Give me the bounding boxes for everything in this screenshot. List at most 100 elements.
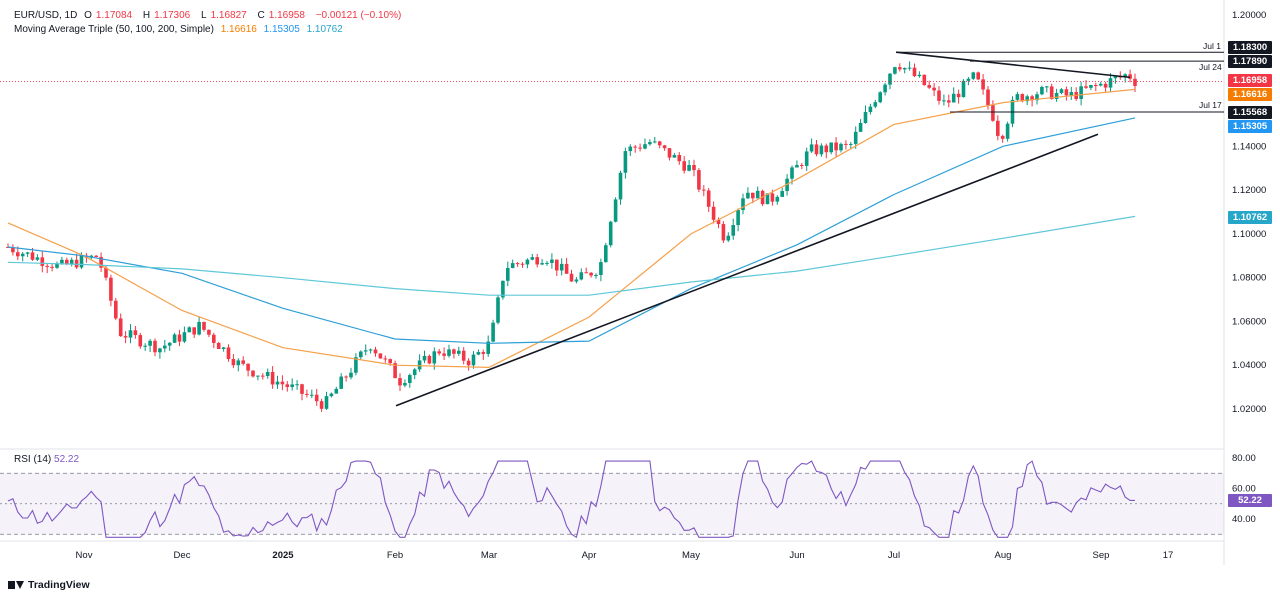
annot-jul17: Jul 17 bbox=[1199, 100, 1222, 110]
candle-body bbox=[1025, 96, 1029, 102]
candle-body bbox=[1103, 83, 1108, 88]
candle-body bbox=[265, 372, 270, 376]
candle-body bbox=[11, 247, 15, 253]
low-label: L 1.16827 bbox=[201, 10, 247, 21]
candle-body bbox=[863, 112, 868, 124]
candle-body bbox=[339, 376, 343, 389]
moving-averages bbox=[7, 88, 1136, 369]
candle-body bbox=[104, 267, 108, 278]
candle-body bbox=[363, 350, 368, 352]
candle-body bbox=[506, 267, 510, 281]
candle-body bbox=[937, 90, 941, 101]
candle-body bbox=[736, 210, 740, 226]
legend-ohlc: EUR/USD, 1D O 1.17084 H 1.17306 L 1.16827 C… bbox=[14, 10, 405, 21]
candle-body bbox=[1059, 89, 1064, 93]
time-tick-label: 2025 bbox=[272, 550, 294, 561]
candle-body bbox=[501, 280, 505, 298]
candle-body bbox=[1128, 74, 1132, 79]
candle-body bbox=[1064, 89, 1069, 96]
candle-body bbox=[589, 272, 593, 276]
candle-body bbox=[961, 80, 966, 98]
open-value: 1.17084 bbox=[95, 10, 133, 21]
candle-body bbox=[447, 349, 451, 356]
candle-body bbox=[657, 141, 662, 146]
price-tick-label: 1.14000 bbox=[1232, 141, 1266, 152]
candle-body bbox=[613, 199, 618, 222]
candle-body bbox=[79, 255, 84, 268]
ma-line-1 bbox=[7, 88, 1136, 369]
candle-body bbox=[300, 384, 304, 394]
candle-body bbox=[246, 363, 250, 371]
candle-body bbox=[604, 245, 608, 263]
candle-body bbox=[932, 87, 936, 91]
candle-body bbox=[765, 193, 770, 205]
candle-body bbox=[853, 131, 858, 144]
candle-body bbox=[388, 359, 392, 364]
symbol-label[interactable]: EUR/USD, 1D bbox=[14, 10, 78, 21]
candle-body bbox=[947, 100, 951, 103]
candle-body bbox=[187, 327, 192, 333]
candle-body bbox=[50, 266, 54, 268]
candle-body bbox=[1084, 86, 1088, 88]
candle-body bbox=[883, 84, 887, 93]
candle-body bbox=[951, 93, 956, 103]
candle-body bbox=[471, 354, 476, 366]
candle-body bbox=[667, 148, 672, 158]
legend-rsi: RSI (14) 52.22 bbox=[14, 454, 79, 465]
candle-body bbox=[236, 360, 241, 366]
candle-body bbox=[927, 85, 931, 88]
candle-body bbox=[275, 381, 280, 385]
change-value: −0.00121 (−0.10%) bbox=[315, 10, 402, 21]
candle-body bbox=[981, 79, 985, 90]
price-tag: 1.15568 bbox=[1228, 106, 1272, 119]
ma100-value: 1.15305 bbox=[263, 24, 300, 35]
candle-body bbox=[466, 360, 471, 366]
candle-body bbox=[535, 257, 539, 265]
candle-body bbox=[942, 100, 946, 102]
trend-lines bbox=[0, 51, 1224, 407]
candle-body bbox=[212, 334, 216, 343]
candle-body bbox=[1054, 92, 1059, 99]
candle-body bbox=[618, 172, 623, 200]
candle-body bbox=[285, 384, 290, 388]
rsi-title[interactable]: RSI (14) bbox=[14, 454, 52, 465]
candle-body bbox=[20, 253, 25, 257]
candle-body bbox=[163, 345, 167, 349]
candle-body bbox=[334, 388, 339, 394]
candle-body bbox=[172, 334, 177, 343]
price-tag: 1.16958 bbox=[1228, 74, 1272, 87]
candle-body bbox=[1040, 86, 1044, 95]
candle-body bbox=[986, 89, 990, 106]
candle-body bbox=[1049, 86, 1054, 99]
candle-body bbox=[888, 73, 892, 85]
candle-body bbox=[829, 142, 833, 153]
candle-body bbox=[917, 74, 922, 77]
candle-body bbox=[133, 330, 138, 336]
candle-body bbox=[662, 145, 667, 149]
candle-body bbox=[310, 394, 314, 396]
open-label: O 1.17084 bbox=[84, 10, 133, 21]
candle-body bbox=[741, 198, 745, 211]
candle-body bbox=[902, 67, 907, 70]
candle-body bbox=[349, 372, 353, 378]
candle-body bbox=[574, 279, 579, 282]
candle-body bbox=[118, 318, 123, 337]
candle-body bbox=[795, 165, 799, 168]
candle-body bbox=[329, 393, 334, 397]
time-tick-label: 17 bbox=[1163, 550, 1174, 561]
price-tag: 1.15305 bbox=[1228, 120, 1272, 133]
candle-body bbox=[40, 257, 45, 266]
candle-body bbox=[35, 257, 40, 260]
candle-body bbox=[726, 235, 731, 241]
candle-body bbox=[60, 259, 64, 264]
price-tick-label: 1.08000 bbox=[1232, 273, 1266, 284]
ma-title[interactable]: Moving Average Triple (50, 100, 200, Sim… bbox=[14, 24, 214, 35]
tradingview-logo[interactable]: TradingView bbox=[8, 579, 90, 591]
candle-body bbox=[922, 74, 927, 86]
legend-ma: Moving Average Triple (50, 100, 200, Sim… bbox=[14, 24, 347, 35]
candle-body bbox=[354, 357, 358, 373]
time-tick-label: Sep bbox=[1093, 550, 1110, 561]
candle-body bbox=[452, 349, 456, 354]
candle-body bbox=[907, 67, 912, 69]
